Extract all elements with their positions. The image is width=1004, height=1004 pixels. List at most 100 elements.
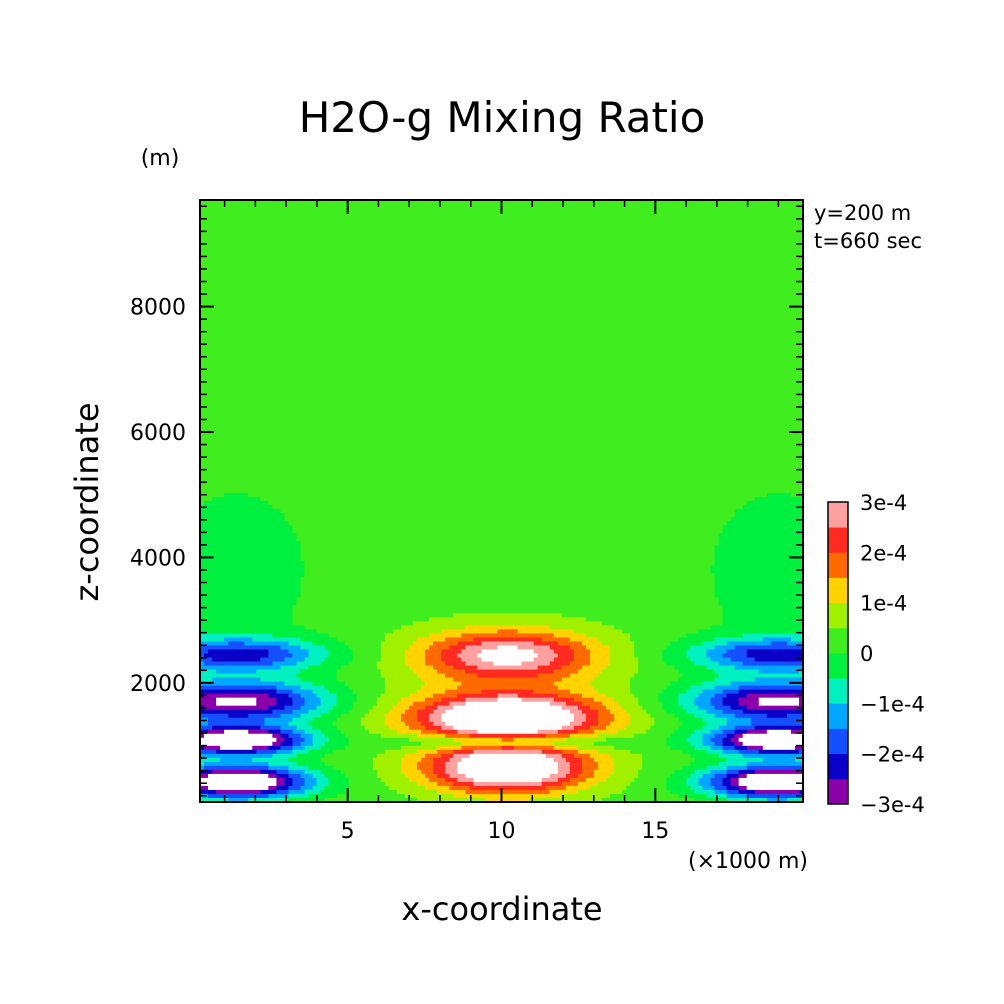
contour-cell <box>276 685 302 691</box>
contour-cell <box>469 733 547 739</box>
contour-cell <box>380 645 410 651</box>
contour-cell <box>284 657 306 663</box>
contour-cell <box>256 669 302 675</box>
contour-cell <box>200 276 804 281</box>
contour-cell <box>200 533 298 538</box>
contour-cell <box>380 657 406 663</box>
contour-cell <box>212 496 261 502</box>
contour-cell <box>666 685 692 691</box>
contour-cell <box>328 737 350 743</box>
colorbar-swatch <box>828 703 848 729</box>
contour-cell <box>742 733 804 739</box>
contour-cell <box>714 561 804 566</box>
contour-cell <box>758 749 800 755</box>
contour-cell <box>714 677 756 683</box>
colorbar-tick-label: 2e-4 <box>860 541 907 565</box>
contour-cell <box>433 769 446 775</box>
contour-cell <box>445 637 474 643</box>
contour-cell <box>702 741 716 747</box>
contour-cell <box>714 645 736 651</box>
contour-cell <box>453 665 478 671</box>
contour-cell <box>437 705 454 711</box>
contour-cell <box>348 661 378 667</box>
contour-cell <box>718 753 744 759</box>
contour-cell <box>686 737 704 743</box>
contour-cell <box>738 697 760 703</box>
contour-cell <box>618 701 639 707</box>
contour-cell <box>200 292 804 297</box>
contour-cell <box>638 665 675 671</box>
contour-cell <box>714 669 760 675</box>
contour-cell <box>200 509 281 514</box>
contour-cell <box>798 697 804 703</box>
y-unit-label: (m) <box>141 146 180 171</box>
contour-cell <box>453 793 563 799</box>
contour-cell <box>204 765 269 771</box>
contour-cell <box>465 773 551 779</box>
contour-cell <box>573 629 623 635</box>
contour-cell <box>589 649 611 655</box>
contour-cell <box>517 645 551 651</box>
contour-cell <box>200 308 804 313</box>
contour-cell <box>376 665 410 671</box>
contour-cell <box>348 777 382 783</box>
contour-cell <box>320 701 338 707</box>
contour-cell <box>674 769 696 775</box>
contour-cell <box>409 665 434 671</box>
contour-cell <box>537 665 563 671</box>
contour-cell <box>292 621 414 627</box>
contour-cell <box>296 537 720 542</box>
contour-cell <box>336 669 382 675</box>
contour-cell <box>396 789 438 795</box>
contour-cell <box>268 793 290 799</box>
contour-cell <box>200 252 804 257</box>
contour-cell <box>746 785 804 791</box>
contour-cell <box>200 432 804 438</box>
contour-cell <box>654 717 679 723</box>
contour-cell <box>702 641 728 647</box>
contour-cell <box>401 717 418 723</box>
contour-cell <box>200 729 209 735</box>
contour-cell <box>417 709 434 715</box>
contour-cell <box>360 721 386 727</box>
contour-cell <box>304 625 402 631</box>
contour-cell <box>734 713 768 719</box>
contour-cell <box>409 693 434 699</box>
contour-cell <box>602 621 724 627</box>
contour-cell <box>453 737 503 743</box>
contour-cell <box>268 705 286 711</box>
contour-cell <box>565 757 583 763</box>
contour-cell <box>722 737 732 743</box>
contour-cell <box>666 737 688 743</box>
contour-cell <box>256 749 277 755</box>
contour-cell <box>332 765 374 771</box>
contour-cell <box>425 725 442 731</box>
contour-cell <box>352 689 386 695</box>
contour-cell <box>561 705 579 711</box>
contour-cell <box>200 320 804 326</box>
colorbar-swatch <box>828 778 848 805</box>
contour-cell <box>517 693 559 699</box>
contour-cell <box>581 709 599 715</box>
contour-cell <box>561 753 575 759</box>
contour-cell <box>714 773 728 779</box>
contour-cell <box>549 789 579 795</box>
colorbar-swatch <box>828 552 848 578</box>
contour-cell <box>384 689 418 695</box>
contour-cell <box>405 721 422 727</box>
contour-cell <box>634 649 663 655</box>
contour-cell <box>714 733 728 739</box>
contour-cell <box>674 729 696 735</box>
contour-cell <box>742 709 804 715</box>
contour-cell <box>352 705 374 711</box>
contour-cell <box>437 773 450 779</box>
contour-cell <box>276 777 286 783</box>
contour-cell <box>300 545 716 550</box>
contour-cell <box>200 677 213 683</box>
contour-cell <box>300 693 318 699</box>
contour-cell <box>200 513 286 518</box>
contour-cell <box>280 713 302 719</box>
contour-cell <box>316 781 330 787</box>
contour-cell <box>328 649 354 655</box>
contour-cell <box>200 328 804 334</box>
